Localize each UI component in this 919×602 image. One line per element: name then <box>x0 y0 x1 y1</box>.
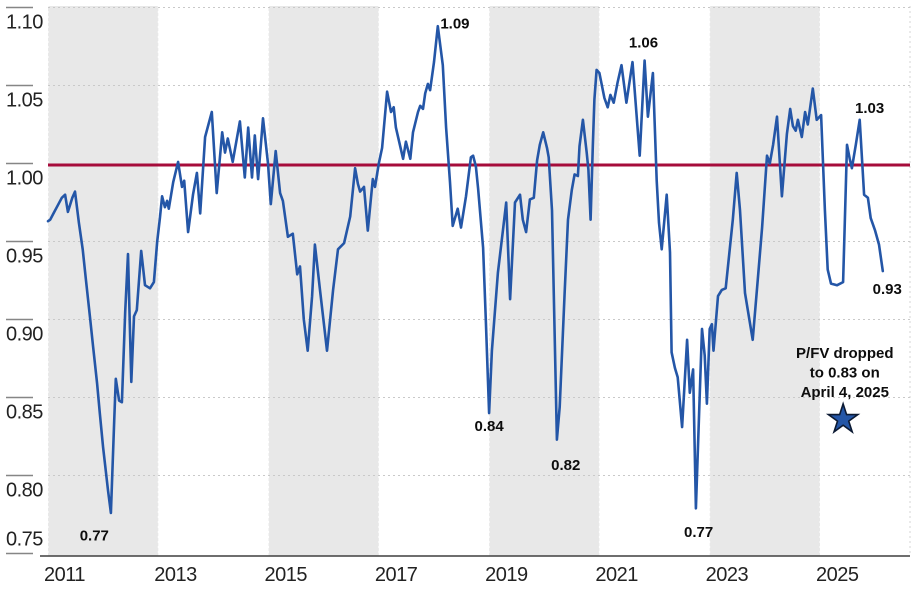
x-axis-label: 2025 <box>816 564 859 586</box>
note-annotation-line: to 0.83 on <box>810 364 880 381</box>
year-shading-band <box>268 6 379 556</box>
y-axis-label: 1.00 <box>6 168 43 190</box>
year-shading-band <box>489 6 600 556</box>
value-annotation: 0.93 <box>873 281 902 298</box>
x-axis-label: 2015 <box>265 564 308 586</box>
x-axis-label: 2013 <box>154 564 197 586</box>
y-axis-label: 0.90 <box>6 324 43 346</box>
y-axis-label: 1.05 <box>6 90 43 112</box>
year-shading-band <box>709 6 820 556</box>
x-axis-label: 2021 <box>595 564 638 586</box>
note-annotation-line: April 4, 2025 <box>801 384 889 401</box>
star-marker <box>825 401 861 434</box>
x-axis-label: 2023 <box>706 564 749 586</box>
y-axis-label: 0.80 <box>6 480 43 502</box>
year-shading-band <box>48 6 159 556</box>
value-annotation: 1.06 <box>629 34 658 51</box>
value-annotation: 1.03 <box>855 100 884 117</box>
x-axis-label: 2019 <box>485 564 528 586</box>
y-axis-label: 0.75 <box>6 529 43 551</box>
value-annotation: 0.84 <box>475 418 505 435</box>
y-axis-label: 0.85 <box>6 402 43 424</box>
price-series-line <box>46 24 885 515</box>
value-annotation: 1.09 <box>440 16 469 33</box>
value-annotation: 0.82 <box>551 457 580 474</box>
x-axis-label: 2017 <box>375 564 418 586</box>
y-axis-label: 1.10 <box>6 12 43 34</box>
note-annotation-line: P/FV dropped <box>796 345 894 362</box>
y-axis-label: 0.95 <box>6 246 43 268</box>
value-annotation: 0.77 <box>80 527 109 544</box>
x-axis-label: 2011 <box>44 564 85 586</box>
value-annotation: 0.77 <box>684 524 713 541</box>
